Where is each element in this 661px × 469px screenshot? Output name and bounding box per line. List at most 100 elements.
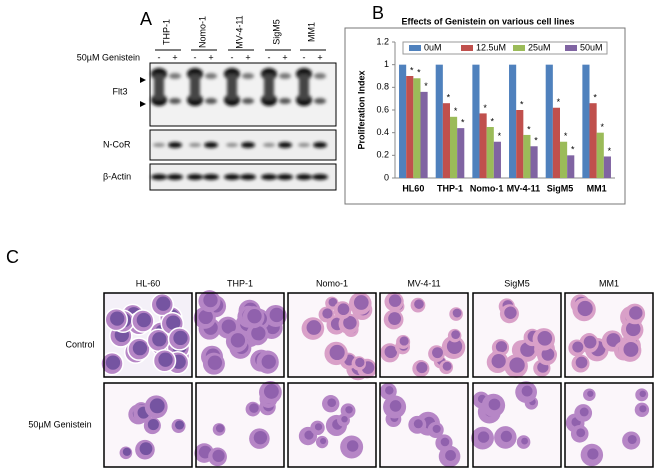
x-tick-label: SigM5 (547, 183, 574, 193)
legend-swatch (565, 45, 577, 51)
band (226, 143, 238, 147)
row-label: N-CoR (103, 139, 131, 149)
band (312, 174, 328, 180)
nucleus (384, 345, 398, 359)
column-label: MV-4-11 (407, 278, 440, 288)
nucleus (572, 341, 584, 353)
micrograph (472, 292, 562, 378)
bar (516, 110, 524, 178)
nucleus (166, 315, 181, 330)
nucleus (451, 330, 461, 339)
bar (472, 64, 480, 178)
significance-mark: * (571, 145, 575, 155)
band (203, 174, 219, 180)
treatment-sign: - (303, 52, 306, 62)
treatment-sign: - (231, 52, 234, 62)
nucleus (385, 386, 394, 395)
significance-mark: * (461, 118, 465, 128)
nucleus (173, 330, 188, 346)
smear (190, 74, 200, 100)
significance-mark: * (564, 131, 568, 141)
nucleus (623, 342, 639, 357)
bar (450, 116, 458, 178)
significance-mark: * (483, 103, 487, 113)
micrograph-frame (379, 382, 469, 468)
lane-label: MV-4-11 (234, 15, 244, 48)
legend-swatch (513, 45, 525, 51)
nucleus (207, 355, 223, 370)
nucleus (247, 309, 262, 324)
smear (264, 74, 274, 100)
chart-title: Effects of Genistein on various cell lin… (401, 16, 574, 26)
lane-label: MM1 (306, 22, 316, 42)
nucleus (432, 424, 441, 433)
y-axis-label: Proliferation Index (356, 70, 366, 149)
nucleus (639, 405, 647, 413)
significance-mark: * (498, 131, 502, 141)
band (241, 142, 255, 148)
significance-mark: * (608, 146, 612, 156)
significance-mark: * (600, 122, 604, 132)
band (169, 98, 181, 104)
micrograph (193, 290, 287, 378)
nucleus (328, 297, 338, 307)
nucleus (261, 354, 276, 369)
nucleus (346, 440, 359, 452)
legend-label: 0uM (424, 42, 442, 52)
nucleus (136, 312, 151, 328)
nucleus (314, 423, 323, 431)
band (279, 73, 291, 79)
nucleus (388, 294, 402, 307)
band (261, 174, 277, 180)
nucleus (413, 419, 423, 429)
bar (442, 103, 450, 178)
bar (457, 128, 465, 178)
micrograph (564, 292, 654, 378)
nucleus (576, 428, 586, 438)
nucleus (521, 437, 528, 445)
bar (582, 64, 590, 178)
micrograph-frame (379, 292, 469, 378)
nucleus (440, 437, 450, 447)
nucleus (606, 333, 621, 347)
treatment-sign: - (268, 52, 271, 62)
bar (523, 134, 531, 178)
x-tick-label: MM1 (587, 183, 607, 193)
nucleus (149, 398, 165, 414)
nucleus (251, 326, 266, 341)
panel-label: B (372, 3, 384, 23)
y-tick-label: 0 (384, 172, 389, 182)
column-label: MM1 (599, 278, 619, 288)
x-tick-label: HL60 (402, 183, 424, 193)
micrograph (471, 381, 562, 468)
nucleus (575, 356, 588, 369)
band (205, 98, 217, 104)
row-label: Flt3 (112, 86, 127, 96)
legend-label: 12.5uM (476, 42, 506, 52)
band (167, 174, 183, 180)
bar (560, 141, 568, 178)
x-tick-label: Nomo-1 (470, 183, 504, 193)
nucleus (353, 295, 369, 310)
significance-mark: * (447, 93, 451, 103)
nucleus (343, 316, 357, 330)
legend-swatch (409, 45, 421, 51)
micrograph-frame (287, 382, 377, 468)
significance-mark: * (410, 65, 414, 75)
band (205, 73, 217, 79)
micrograph (103, 382, 193, 468)
micrograph-frame (195, 382, 285, 468)
nucleus (414, 299, 424, 309)
bands (187, 68, 219, 180)
micrograph (379, 292, 469, 378)
nucleus (509, 357, 525, 373)
smear (154, 74, 164, 100)
nucleus (158, 352, 173, 367)
band (240, 174, 256, 180)
nucleus (627, 434, 637, 445)
nucleus (147, 419, 159, 431)
micrograph-frame (195, 292, 285, 378)
band (204, 142, 218, 148)
treatment-sign: + (208, 52, 213, 62)
nucleus (625, 321, 641, 337)
